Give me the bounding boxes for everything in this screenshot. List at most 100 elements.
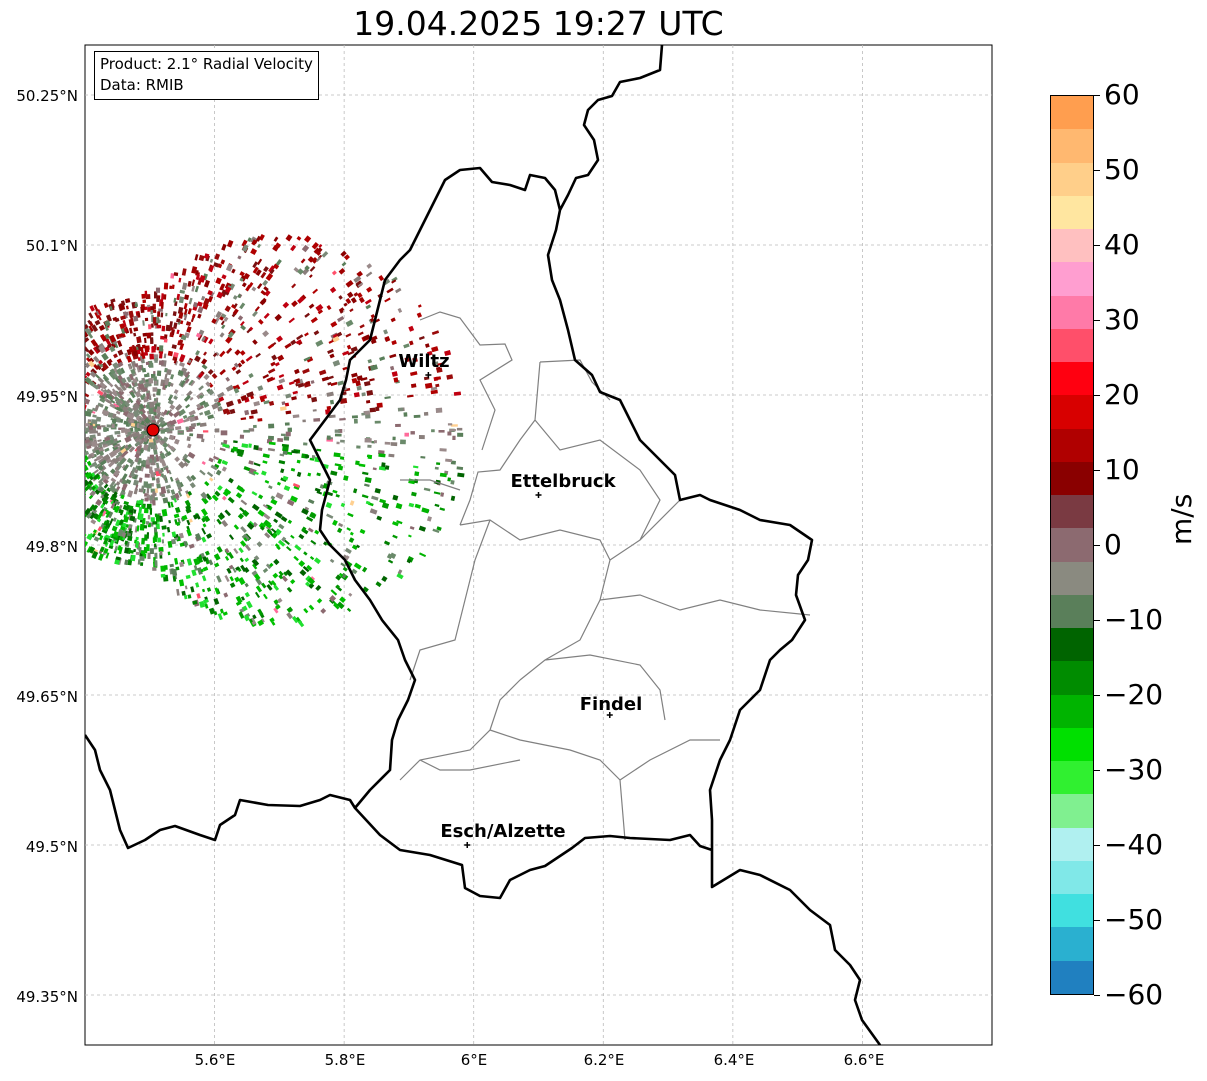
- radar-echo: [161, 525, 167, 530]
- radar-echo: [178, 461, 186, 469]
- radar-echo: [239, 277, 244, 282]
- radar-echo: [86, 408, 94, 413]
- radar-echo: [233, 387, 240, 394]
- radar-echo: [99, 397, 106, 403]
- radar-echo: [169, 476, 174, 482]
- radar-echo: [262, 567, 269, 574]
- radar-echo: [135, 551, 140, 556]
- radar-echo: [199, 469, 206, 476]
- radar-echo: [91, 550, 99, 560]
- radar-echo: [240, 394, 248, 402]
- radar-echo: [87, 532, 94, 540]
- colorbar-tick-label: 30: [1104, 303, 1140, 336]
- radar-echo: [179, 561, 185, 568]
- radar-echo: [91, 508, 98, 515]
- radar-echo: [326, 304, 332, 311]
- radar-echo: [127, 431, 133, 435]
- radar-echo: [97, 439, 102, 443]
- radar-echo: [186, 390, 193, 398]
- radar-echo: [274, 313, 282, 322]
- radar-echo: [348, 537, 355, 544]
- colorbar-segment: [1051, 395, 1093, 429]
- radar-echo: [262, 453, 270, 459]
- radar-echo: [221, 519, 229, 528]
- radar-echo: [296, 334, 304, 341]
- radar-echo: [97, 432, 101, 437]
- radar-echo: [97, 477, 105, 484]
- radar-echo: [125, 523, 129, 528]
- radar-echo: [366, 263, 373, 269]
- radar-echo: [248, 460, 254, 465]
- radar-echo: [240, 499, 248, 506]
- radar-echo: [105, 457, 112, 464]
- radar-echo: [88, 325, 94, 332]
- radar-echo: [197, 313, 202, 319]
- radar-echo: [215, 469, 222, 476]
- gridlines: [85, 45, 992, 1045]
- radar-echo: [217, 263, 223, 269]
- radar-echo: [327, 375, 334, 380]
- radar-echo: [99, 546, 105, 553]
- radar-echo: [113, 469, 121, 477]
- radar-echo: [105, 393, 114, 401]
- radar-echo: [248, 443, 252, 448]
- radar-echo: [395, 423, 401, 427]
- radar-echo: [286, 546, 292, 552]
- radar-echo: [220, 313, 227, 319]
- radar-echo: [85, 458, 88, 465]
- radar-echo: [392, 521, 399, 527]
- radar-echo: [175, 403, 183, 412]
- radar-echo: [188, 518, 193, 523]
- radar-echo: [315, 256, 321, 262]
- radar-echo: [148, 377, 154, 384]
- radar-echo: [395, 287, 402, 294]
- radar-echo: [136, 397, 142, 404]
- radar-echo: [320, 608, 327, 614]
- radar-echo: [231, 268, 236, 274]
- radar-echo: [167, 540, 173, 548]
- radar-echo: [240, 417, 247, 421]
- radar-echo: [160, 312, 164, 318]
- radar-echo: [250, 409, 258, 415]
- radar-echo: [107, 511, 114, 519]
- radar-echo: [109, 305, 113, 311]
- radar-echo: [124, 540, 128, 545]
- radar-echo: [361, 392, 366, 397]
- radar-echo: [233, 548, 239, 554]
- radar-echo: [338, 307, 345, 313]
- radar-echo: [153, 456, 157, 463]
- radar-echo: [100, 503, 105, 509]
- radar-echo: [96, 389, 104, 396]
- radar-echo: [186, 436, 191, 442]
- radar-echo: [274, 604, 281, 610]
- radar-echo: [101, 352, 109, 361]
- radar-echo: [128, 373, 134, 381]
- radar-echo: [203, 279, 210, 288]
- radar-echo: [204, 550, 210, 556]
- radar-echo: [185, 493, 191, 499]
- radar-echo: [104, 325, 109, 332]
- radar-echo: [161, 539, 165, 544]
- radar-echo: [199, 400, 207, 407]
- radar-echo: [356, 385, 362, 391]
- radar-echo: [116, 434, 121, 438]
- radar-echo: [447, 431, 452, 436]
- radar-echo: [318, 243, 323, 248]
- radar-echo: [247, 237, 252, 243]
- radar-echo: [305, 380, 311, 385]
- radar-echo: [256, 541, 263, 548]
- radar-echo: [183, 308, 188, 315]
- radar-echo: [195, 270, 199, 275]
- radar-echo: [369, 508, 378, 515]
- radar-echo: [370, 314, 376, 319]
- radar-echo: [169, 285, 173, 290]
- radar-echo: [125, 311, 129, 316]
- radar-echo: [186, 475, 193, 483]
- radar-echo: [160, 573, 166, 578]
- radar-echo: [240, 324, 247, 331]
- radar-echo: [273, 236, 279, 242]
- radar-echo: [237, 362, 243, 368]
- radar-echo: [92, 504, 99, 511]
- radar-echo: [178, 354, 186, 363]
- radar-echo: [163, 338, 168, 343]
